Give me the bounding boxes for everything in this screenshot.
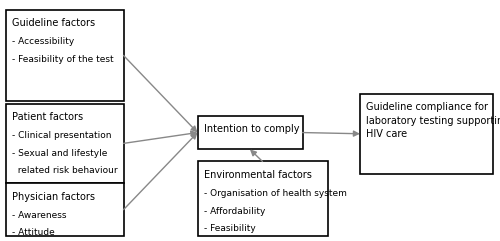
Text: Patient factors: Patient factors — [12, 112, 83, 122]
Text: Environmental factors: Environmental factors — [204, 170, 312, 180]
Bar — [198, 116, 302, 149]
Text: - Awareness: - Awareness — [12, 211, 66, 220]
Bar — [360, 94, 492, 174]
Bar — [6, 183, 124, 236]
Text: - Attitude: - Attitude — [12, 228, 55, 237]
Text: Intention to comply: Intention to comply — [204, 124, 299, 134]
Text: - Accessibility: - Accessibility — [12, 37, 74, 46]
Bar — [198, 161, 328, 236]
Text: - Feasibility of the test: - Feasibility of the test — [12, 55, 114, 64]
Text: Guideline factors: Guideline factors — [12, 18, 95, 28]
Text: - Organisation of health system: - Organisation of health system — [204, 189, 346, 198]
Text: related risk behaviour: related risk behaviour — [12, 166, 118, 175]
Text: - Feasibility: - Feasibility — [204, 224, 256, 233]
Text: Physician factors: Physician factors — [12, 192, 95, 201]
Text: Guideline compliance for
laboratory testing supporting
HIV care: Guideline compliance for laboratory test… — [366, 102, 500, 139]
Text: - Affordability: - Affordability — [204, 207, 265, 215]
Bar — [6, 10, 124, 101]
Text: - Sexual and lifestyle: - Sexual and lifestyle — [12, 149, 108, 158]
Text: - Clinical presentation: - Clinical presentation — [12, 131, 112, 140]
Bar — [6, 104, 124, 183]
